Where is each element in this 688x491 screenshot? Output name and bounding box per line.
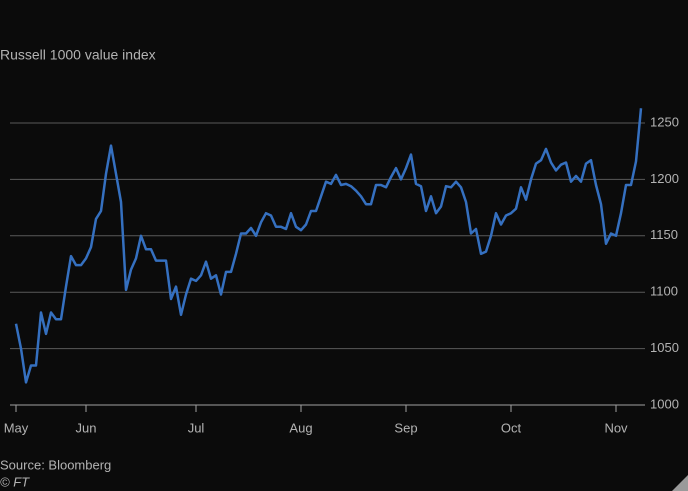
y-tick-label: 1250 <box>650 114 679 129</box>
x-tick-label: Aug <box>289 420 312 435</box>
y-tick-label: 1200 <box>650 171 679 186</box>
x-tick-label: Nov <box>604 420 628 435</box>
x-tick-label: Jul <box>188 420 205 435</box>
y-tick-label: 1150 <box>650 227 678 242</box>
x-tick-label: May <box>4 420 29 435</box>
x-tick-label: Jun <box>76 420 97 435</box>
source: Source: Bloomberg <box>0 457 111 472</box>
y-tick-label: 1050 <box>650 340 679 355</box>
chart-title: Russell 1000 value index <box>0 47 156 63</box>
corner-icon <box>672 475 688 491</box>
x-tick-label: Oct <box>501 420 522 435</box>
credit: © FT <box>0 474 30 489</box>
line <box>14 108 643 384</box>
x-tick-label: Sep <box>394 420 417 435</box>
y-tick-label: 1100 <box>650 284 678 299</box>
y-tick-label: 1000 <box>650 396 679 411</box>
